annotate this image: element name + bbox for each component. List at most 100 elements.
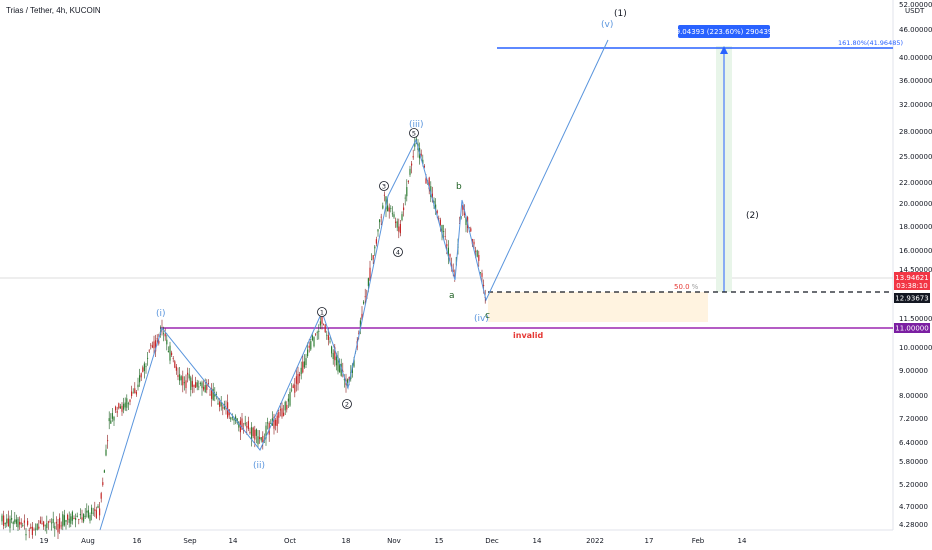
candle-body [41,522,43,524]
candle-body [36,523,38,530]
time-tick-label: Dec [485,537,499,545]
candle-body [94,509,96,511]
candle-body [139,375,141,383]
candle-body [17,518,19,528]
wave-label-ii: (ii) [253,461,265,471]
svg-text:3: 3 [382,183,386,191]
price-axis[interactable]: 52.00000 46.00000 40.00000 36.00000 32.00000… [899,1,932,529]
candle-body [353,359,355,367]
candle-body [188,374,190,379]
svg-text:12.93673: 12.93673 [895,295,928,303]
candle-body [155,340,157,352]
candle-body [233,418,235,421]
candle-body [91,507,93,514]
candle-body [316,332,318,334]
candle-body [1,515,3,522]
candle-body [311,335,313,341]
candle-body [203,386,205,390]
wave-circle-1: 1 [317,307,327,317]
candle-body [33,529,35,531]
candle-body [110,420,112,424]
candle-body [71,511,73,521]
candle-body [299,373,301,377]
candle-body [6,518,8,524]
candle-body [73,517,75,520]
candle-body [379,219,381,223]
candle-body [11,518,13,520]
candle-body [380,216,382,218]
time-tick-label: 16 [133,537,142,545]
candle-body [87,510,89,518]
candle-body [121,405,123,412]
wave-label-a: a [449,291,455,301]
chart-title: Trias / Tether, 4h, KUCOIN [6,6,101,15]
candle-body [318,330,320,332]
candle-body [308,345,310,348]
candle-body [374,246,376,249]
candle-body [206,384,208,390]
candle-body [124,402,126,408]
candle-body [292,385,294,389]
candle-body [158,340,160,344]
wave-label-1-paren: (1) [614,9,627,19]
candle-body [478,254,480,261]
time-tick-label: 19 [40,537,49,545]
candle-body [52,518,54,523]
price-tick-label: 52.00000 [899,1,932,9]
time-tick-label: Nov [387,537,401,545]
candle-body [444,236,446,237]
candles [1,134,486,541]
svg-text:03:38:10: 03:38:10 [896,282,927,290]
candle-body [473,241,475,245]
wave-circle-5: 5 [409,128,419,138]
current-price-badge: 13.94621 03:38:10 [894,272,930,290]
candle-body [238,422,240,428]
price-tick-label: 16.00000 [899,247,932,255]
time-axis[interactable]: 19 Aug 16 Sep 14 Oct 18 Nov 15 Dec 14 2022 17 Feb 14 [40,537,747,545]
candle-body [39,520,41,524]
price-tick-label: 7.20000 [899,415,928,423]
candle-body [51,522,53,524]
time-tick-label: Aug [81,537,95,545]
candle-body [103,470,105,473]
candle-body [340,363,342,376]
price-tick-label: 18.00000 [899,223,932,231]
time-tick-label: 14 [533,537,542,545]
candle-body [118,403,120,409]
candle-body [131,391,133,397]
price-tick-label: 20.00000 [899,200,932,208]
candle-body [35,528,37,530]
target-price-badge: 12.93673 [894,293,930,303]
candle-body [180,376,182,381]
candle-body [166,339,168,345]
candle-body [425,178,427,184]
candle-body [151,345,153,348]
svg-text:13.94621: 13.94621 [895,274,928,282]
candle-body [20,522,22,525]
candle-body [334,347,336,361]
candle-body [273,416,275,429]
candle-body [211,388,213,399]
wave-circle-4: 4 [393,247,403,257]
wave-circle-3: 3 [379,181,389,191]
wave-circle-2: 2 [342,399,352,409]
candle-body [295,376,297,384]
time-tick-label: 18 [342,537,351,545]
candle-body [475,250,477,252]
candle-body [348,377,350,381]
candle-body [175,366,177,371]
candle-body [438,218,440,219]
candle-body [163,333,165,335]
candle-body [135,391,137,395]
candle-body [396,221,398,228]
candle-body [22,525,24,526]
wave-label-v: (v) [601,20,613,30]
candle-body [257,436,259,445]
time-tick-label: 14 [229,537,238,545]
candle-body [57,524,59,533]
buy-zone-box [488,292,708,322]
wave-lines [99,39,609,531]
candle-body [283,412,285,416]
candle-body [289,391,291,406]
